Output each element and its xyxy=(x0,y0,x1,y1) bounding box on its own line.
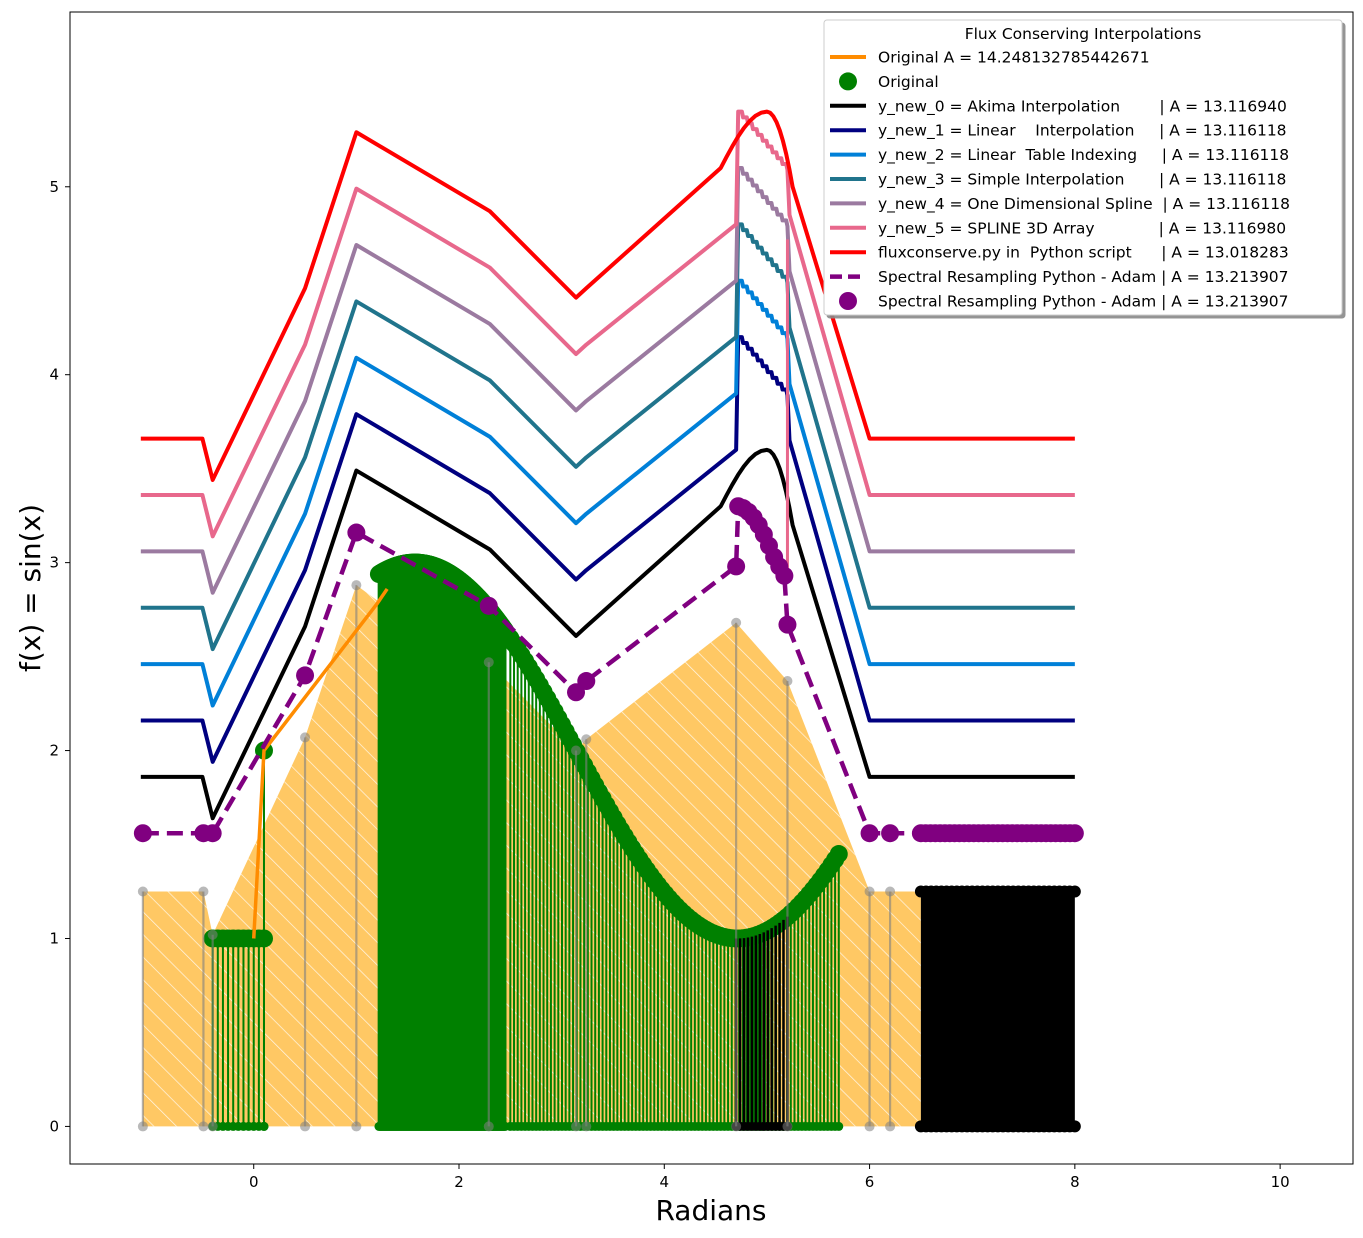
interpolation-stem-top xyxy=(782,676,793,687)
resampled-stem-fill xyxy=(920,891,1075,1127)
interpolation-stem-base xyxy=(137,1121,148,1132)
series-line-3 xyxy=(140,222,1075,652)
legend-entry-label: y_new_3 = Simple Interpolation | A = 13.… xyxy=(878,171,1286,190)
spectral-marker-group xyxy=(133,497,1084,843)
series-line-0 xyxy=(140,447,1075,821)
interpolation-stem-top xyxy=(198,886,209,897)
series-line-6 xyxy=(140,109,1075,482)
interpolation-stem-base xyxy=(207,1121,218,1132)
interpolation-stem-base xyxy=(351,1121,362,1132)
y-tick-label: 4 xyxy=(49,366,59,384)
interpolation-stem-top xyxy=(207,929,218,940)
spectral-marker xyxy=(727,557,746,576)
spectral-marker xyxy=(860,824,879,843)
interpolation-stem-top xyxy=(351,580,362,591)
spectral-marker xyxy=(479,596,498,615)
spectral-marker xyxy=(133,824,152,843)
spectral-marker xyxy=(778,615,797,634)
resampled-stem-top xyxy=(1068,885,1081,898)
legend-entry-label: y_new_2 = Linear Table Indexing | A = 13… xyxy=(878,146,1289,165)
legend-entry-label: y_new_0 = Akima Interpolation | A = 13.1… xyxy=(878,97,1287,116)
spectral-marker xyxy=(347,523,366,542)
y-tick-label: 2 xyxy=(49,742,59,760)
legend-swatch-marker xyxy=(839,72,857,91)
y-tick-label: 5 xyxy=(49,178,59,196)
legend-entry-label: Spectral Resampling Python - Adam | A = … xyxy=(878,293,1289,311)
spectral-marker xyxy=(1065,824,1084,843)
original-stem-group xyxy=(208,562,844,1131)
interpolation-stem-top xyxy=(581,734,592,745)
spectral-dashed-line xyxy=(142,503,1075,836)
original-stem-base xyxy=(834,1121,844,1131)
series-line-1 xyxy=(140,335,1075,764)
original-stem-base xyxy=(259,1121,269,1131)
plot-area xyxy=(133,109,1084,1133)
legend-entry-label: y_new_5 = SPLINE 3D Array | A = 13.11698… xyxy=(878,219,1286,238)
y-tick-label: 0 xyxy=(49,1117,59,1135)
legend: Flux Conserving Interpolations Original A… xyxy=(823,19,1343,316)
legend-entry-label: fluxconserve.py in Python script | A = 1… xyxy=(878,244,1289,262)
axes-frame xyxy=(69,11,1354,1165)
legend-entry-label: Spectral Resampling Python - Adam | A = … xyxy=(878,268,1289,286)
series-line-5 xyxy=(140,109,1075,539)
legend-entry-label: Original xyxy=(878,73,939,91)
interpolation-stem-base xyxy=(581,1121,592,1132)
x-tick-label: 4 xyxy=(660,1173,670,1191)
series-line-2 xyxy=(140,278,1075,708)
x-tick-label: 2 xyxy=(454,1173,464,1191)
y-tick-label: 1 xyxy=(49,929,59,947)
x-tick-label: 8 xyxy=(1070,1173,1080,1191)
spectral-marker xyxy=(775,566,794,585)
interpolation-stem-top xyxy=(885,886,896,897)
y-tick-label: 3 xyxy=(49,554,59,572)
interpolation-stem-base xyxy=(885,1121,896,1132)
interpolation-stem-top xyxy=(864,886,875,897)
interpolation-stem-base xyxy=(198,1121,209,1132)
x-axis-label: Radians xyxy=(655,1194,766,1227)
interpolation-stem-base xyxy=(483,1121,494,1132)
legend-entry-label: y_new_1 = Linear Interpolation | A = 13.… xyxy=(878,122,1287,141)
y-axis-label: f(x) = sin(x) xyxy=(14,504,47,672)
interpolation-stem-top xyxy=(731,617,742,628)
interpolation-stem-base xyxy=(782,1121,793,1132)
axis-ticks: 0 2 4 6 8 10 0 1 2 3 4 5 xyxy=(49,178,1289,1191)
legend-title: Flux Conserving Interpolations xyxy=(965,25,1202,43)
legend-swatch-marker xyxy=(839,292,857,310)
spectral-marker xyxy=(577,672,596,691)
interpolation-stem-base xyxy=(731,1121,742,1132)
spectral-marker xyxy=(203,824,222,843)
interpolation-stem-base xyxy=(864,1121,875,1132)
spectral-marker xyxy=(881,824,900,843)
original-marker xyxy=(829,845,848,864)
interpolation-stem-base xyxy=(300,1121,311,1132)
interpolation-stem-top xyxy=(300,732,311,743)
legend-entry-label: y_new_4 = One Dimensional Spline | A = 1… xyxy=(878,195,1290,214)
legend-entry-label: Original A = 14.248132785442671 xyxy=(878,49,1150,67)
legend-box xyxy=(823,19,1343,316)
x-tick-label: 6 xyxy=(865,1173,875,1191)
interpolation-stem-base xyxy=(571,1121,582,1132)
original-line xyxy=(251,587,389,939)
x-tick-label: 0 xyxy=(249,1173,259,1191)
spectral-marker xyxy=(296,666,315,685)
interpolation-stem-top xyxy=(571,745,582,756)
interpolation-stem-group xyxy=(137,580,896,1132)
x-tick-label: 10 xyxy=(1271,1173,1290,1191)
series-line-4 xyxy=(140,165,1075,595)
original-marker xyxy=(254,929,273,948)
interpolation-stem-top xyxy=(483,657,494,668)
interpolation-stem-top xyxy=(137,886,148,897)
resampled-stem-base xyxy=(1068,1120,1081,1133)
